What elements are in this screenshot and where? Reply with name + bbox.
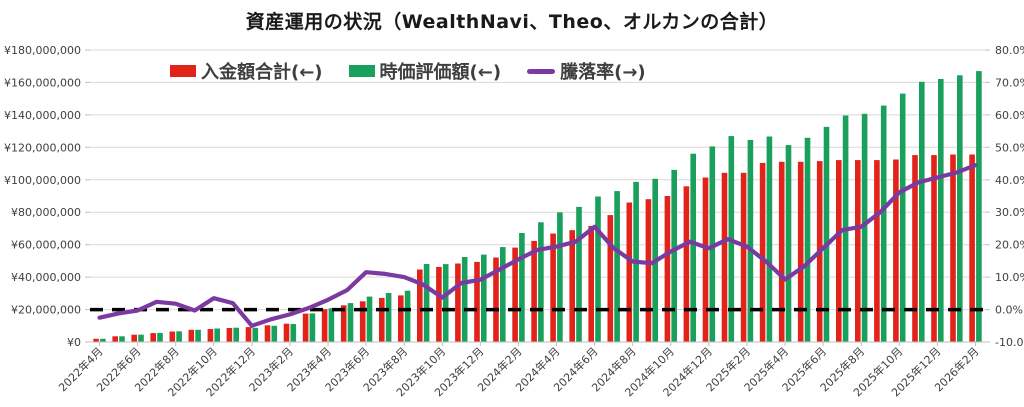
svg-text:-10.0%: -10.0% [995, 336, 1024, 349]
svg-text:10.0%: 10.0% [995, 271, 1024, 284]
svg-text:80.0%: 80.0% [995, 44, 1024, 57]
svg-text:0.0%: 0.0% [995, 304, 1023, 317]
right-axis-labels: -10.0% 0.0% 10.0% 20.0% 30.0% 40.0% 50.0% 60.0%… [995, 44, 1024, 349]
x-axis-ticks-and-labels: 2022年4月2022年6月2022年8月2022年10月2022年12月202… [55, 342, 982, 399]
svg-text:30.0%: 30.0% [995, 206, 1024, 219]
legend-label-market-value: 時価評価額(←) [379, 62, 502, 83]
legend-item-market-value: 時価評価額(←) [348, 58, 502, 84]
left-axis-labels: ¥0 ¥20,000,000 ¥40,000,000 ¥60,000,000 ¥80,0… [4, 44, 81, 349]
svg-text:60.0%: 60.0% [995, 109, 1024, 122]
chart-title: 資産運用の状況（WealthNavi、Theo、オルカンの合計） [245, 11, 779, 33]
rate-line [97, 163, 978, 328]
svg-text:¥120,000,000: ¥120,000,000 [4, 141, 81, 154]
svg-text:¥180,000,000: ¥180,000,000 [4, 44, 81, 57]
legend-label-deposit: 入金額合計(←) [201, 62, 323, 83]
svg-text:¥60,000,000: ¥60,000,000 [11, 239, 81, 252]
market-value-swatch-icon [348, 65, 375, 77]
legend-item-deposit: 入金額合計(←) [170, 58, 323, 84]
svg-text:¥100,000,000: ¥100,000,000 [4, 174, 81, 187]
svg-text:¥0: ¥0 [67, 336, 81, 349]
svg-text:¥140,000,000: ¥140,000,000 [4, 109, 81, 122]
chart-legend: 入金額合計(←) 時価評価額(←) 騰落率(→) [170, 58, 646, 84]
deposit-bars [93, 154, 975, 342]
svg-text:¥20,000,000: ¥20,000,000 [11, 304, 81, 317]
deposit-swatch-icon [170, 65, 196, 77]
svg-text:¥160,000,000: ¥160,000,000 [4, 76, 81, 89]
legend-label-rate: 騰落率(→) [560, 62, 646, 83]
svg-text:40.0%: 40.0% [995, 174, 1024, 187]
gridlines [85, 49, 990, 343]
svg-text:50.0%: 50.0% [995, 141, 1024, 154]
rate-line-swatch-icon [527, 68, 556, 74]
svg-text:¥80,000,000: ¥80,000,000 [11, 206, 81, 219]
svg-text:20.0%: 20.0% [995, 239, 1024, 252]
svg-text:¥40,000,000: ¥40,000,000 [11, 271, 81, 284]
svg-text:70.0%: 70.0% [995, 76, 1024, 89]
legend-item-rate: 騰落率(→) [527, 58, 646, 84]
